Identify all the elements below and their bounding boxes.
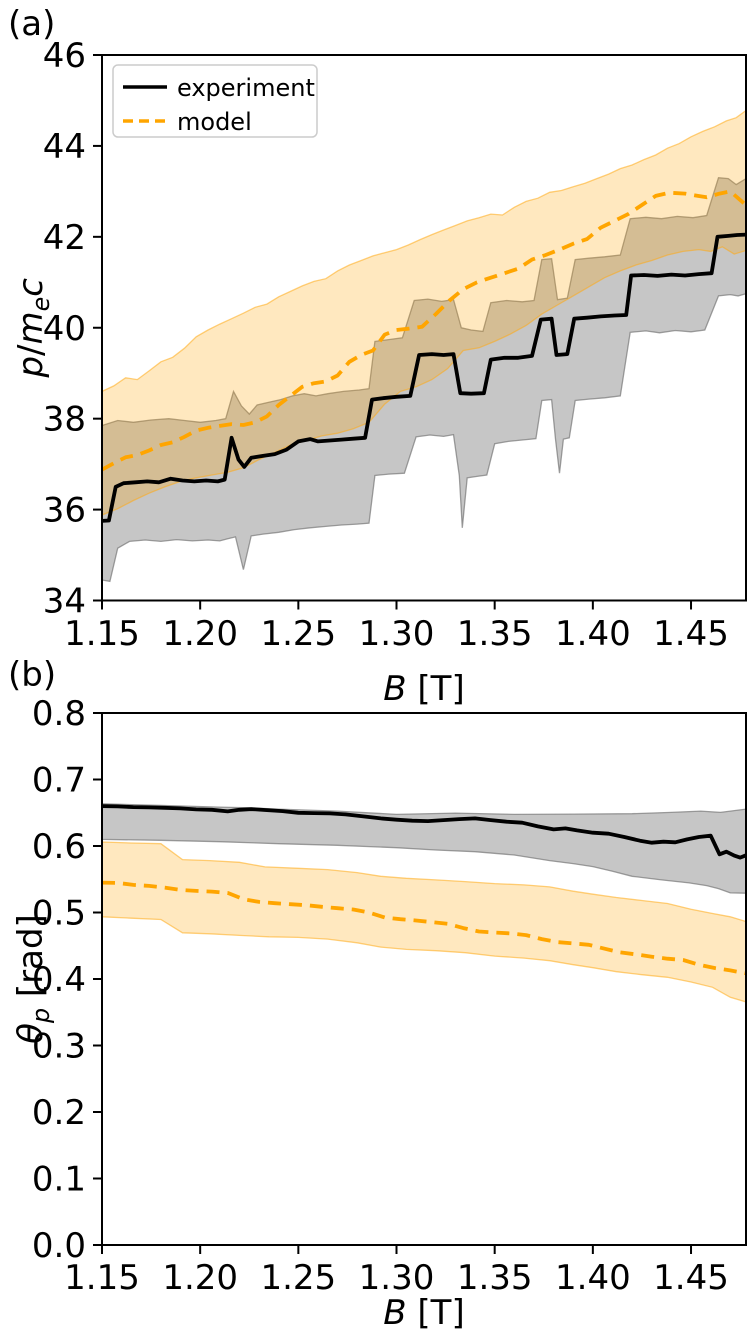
y-tick-label: 34 bbox=[43, 582, 86, 622]
y-axis: 0.0 0.1 0.2 0.3 0.4 0.5 0.6 0.7 0.8 bbox=[32, 694, 102, 1266]
experiment-line bbox=[102, 232, 746, 523]
model-line bbox=[102, 189, 746, 472]
experiment-line bbox=[102, 804, 746, 860]
x-axis-label: B [T] bbox=[383, 1293, 464, 1332]
x-tick-label: 1.40 bbox=[555, 614, 631, 654]
y-tick-label: 0.6 bbox=[32, 827, 86, 867]
y-tick-label: 0.7 bbox=[32, 761, 86, 801]
y-tick-label: 0.8 bbox=[32, 694, 86, 734]
x-tick-label: 1.35 bbox=[457, 614, 533, 654]
plot-area bbox=[102, 109, 746, 583]
x-tick-label: 1.20 bbox=[162, 614, 238, 654]
y-tick-label: 42 bbox=[43, 218, 86, 258]
legend-label-experiment: experiment bbox=[177, 74, 315, 102]
x-tick-label: 1.20 bbox=[162, 1258, 238, 1298]
panel-label: (b) bbox=[8, 655, 56, 695]
y-tick-label: 0.3 bbox=[32, 1027, 86, 1067]
y-tick-label: 0.1 bbox=[32, 1160, 86, 1200]
y-tick-label: 38 bbox=[43, 400, 86, 440]
y-tick-label: 0.4 bbox=[32, 960, 86, 1000]
x-tick-label: 1.45 bbox=[653, 614, 729, 654]
panel-b: 1.15 1.20 1.25 1.30 1.35 1.40 1.45 0.0 0.1 0.2 0.3… bbox=[8, 655, 747, 1332]
x-tick-label: 1.30 bbox=[359, 1258, 435, 1298]
model-line bbox=[102, 880, 746, 976]
panel-label: (a) bbox=[8, 4, 55, 44]
y-axis: 34 36 38 40 42 44 46 bbox=[43, 36, 102, 622]
panel-a: 1.15 1.20 1.25 1.30 1.35 1.40 1.45 34 36 38 40 42 44… bbox=[8, 4, 747, 709]
legend-box bbox=[112, 64, 318, 138]
x-axis: 1.15 1.20 1.25 1.30 1.35 1.40 1.45 bbox=[64, 600, 729, 654]
legend: experiment model bbox=[112, 64, 318, 138]
y-tick-label: 46 bbox=[43, 36, 86, 76]
x-tick-label: 1.25 bbox=[260, 1258, 336, 1298]
model-uncertainty-band bbox=[102, 109, 746, 516]
x-tick-label: 1.15 bbox=[64, 614, 140, 654]
legend-label-model: model bbox=[177, 108, 252, 136]
y-tick-label: 36 bbox=[43, 491, 86, 531]
x-axis-label: B [T] bbox=[383, 669, 464, 709]
x-tick-label: 1.45 bbox=[653, 1258, 729, 1298]
plot-area bbox=[102, 803, 746, 1003]
y-axis-label: θp [rad] bbox=[11, 914, 55, 1044]
y-tick-label: 0.5 bbox=[32, 894, 86, 934]
x-tick-label: 1.40 bbox=[555, 1258, 631, 1298]
x-tick-label: 1.30 bbox=[359, 614, 435, 654]
experiment-uncertainty-band bbox=[102, 177, 746, 583]
y-tick-label: 40 bbox=[43, 309, 86, 349]
y-tick-label: 44 bbox=[43, 127, 86, 167]
axes-frame bbox=[101, 712, 747, 1246]
experiment-uncertainty-band bbox=[102, 803, 746, 894]
x-tick-label: 1.25 bbox=[260, 614, 336, 654]
x-axis: 1.15 1.20 1.25 1.30 1.35 1.40 1.45 bbox=[64, 1245, 729, 1298]
y-tick-label: 0.0 bbox=[32, 1226, 86, 1266]
y-tick-label: 0.2 bbox=[32, 1093, 86, 1133]
y-axis-label: p/mec bbox=[11, 278, 55, 379]
x-tick-label: 1.35 bbox=[457, 1258, 533, 1298]
x-tick-label: 1.15 bbox=[64, 1258, 140, 1298]
